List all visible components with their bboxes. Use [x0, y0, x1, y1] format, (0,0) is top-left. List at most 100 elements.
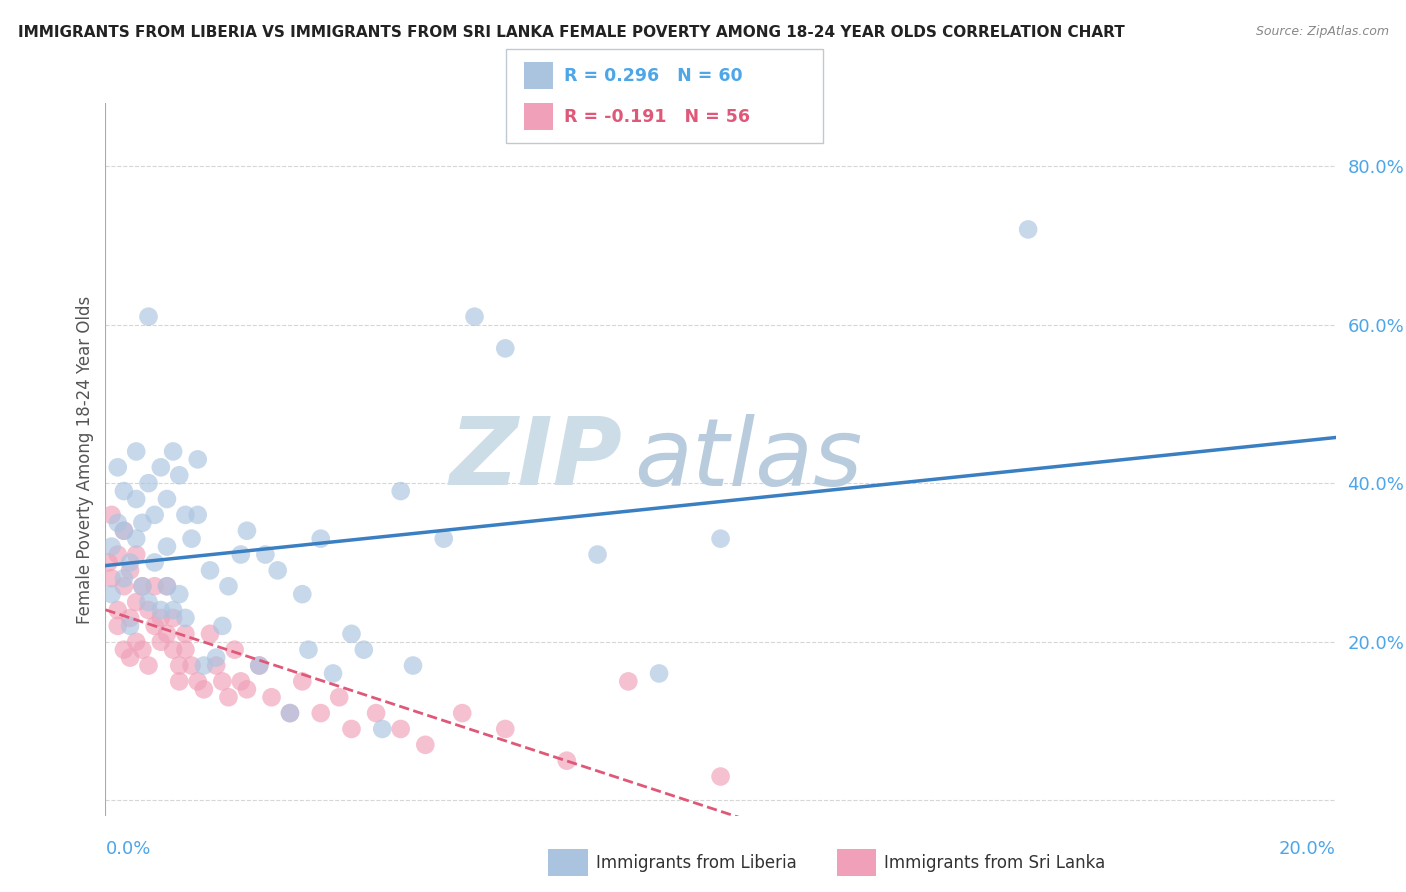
Point: [169, 674, 191, 689]
Point: [254, 548, 277, 562]
Point: [218, 690, 240, 705]
Point: [162, 642, 184, 657]
Point: [328, 690, 350, 705]
Text: atlas: atlas: [634, 414, 863, 505]
Point: [353, 642, 375, 657]
Point: [366, 706, 388, 720]
Point: [143, 508, 166, 522]
Point: [218, 579, 240, 593]
Text: IMMIGRANTS FROM LIBERIA VS IMMIGRANTS FROM SRI LANKA FEMALE POVERTY AMONG 18-24 : IMMIGRANTS FROM LIBERIA VS IMMIGRANTS FR…: [18, 25, 1125, 40]
Point: [149, 603, 172, 617]
Point: [156, 579, 179, 593]
Point: [260, 690, 283, 705]
Point: [107, 516, 129, 530]
Point: [156, 491, 179, 506]
Point: [120, 611, 141, 625]
Point: [236, 682, 259, 697]
Point: [169, 587, 191, 601]
Point: [371, 722, 394, 736]
Point: [617, 674, 640, 689]
Point: [162, 444, 184, 458]
Point: [180, 658, 202, 673]
Text: Immigrants from Liberia: Immigrants from Liberia: [596, 854, 797, 871]
Point: [162, 611, 184, 625]
Point: [100, 587, 122, 601]
Point: [174, 627, 197, 641]
Point: [125, 548, 148, 562]
Point: [112, 579, 135, 593]
Point: [143, 579, 166, 593]
Point: [402, 658, 425, 673]
Point: [297, 642, 319, 657]
Point: [278, 706, 301, 720]
Point: [278, 706, 301, 720]
Point: [120, 563, 141, 577]
Point: [389, 722, 412, 736]
Point: [156, 540, 179, 554]
Point: [125, 491, 148, 506]
Point: [205, 650, 228, 665]
Point: [97, 556, 120, 570]
Point: [193, 682, 215, 697]
Point: [138, 310, 160, 324]
Point: [125, 532, 148, 546]
Point: [174, 611, 197, 625]
Point: [211, 619, 233, 633]
Point: [187, 674, 209, 689]
Point: [138, 476, 160, 491]
Point: [205, 658, 228, 673]
Point: [125, 444, 148, 458]
Point: [494, 722, 516, 736]
Point: [107, 603, 129, 617]
Point: [247, 658, 270, 673]
Point: [267, 563, 290, 577]
Point: [125, 595, 148, 609]
Point: [120, 556, 141, 570]
Point: [100, 571, 122, 585]
Point: [229, 548, 252, 562]
Point: [162, 603, 184, 617]
Point: [340, 722, 363, 736]
Point: [451, 706, 474, 720]
Point: [112, 524, 135, 538]
Point: [291, 587, 314, 601]
Point: [138, 595, 160, 609]
Point: [1017, 222, 1039, 236]
Point: [198, 627, 221, 641]
Point: [107, 619, 129, 633]
Point: [198, 563, 221, 577]
Point: [112, 524, 135, 538]
Text: R = -0.191   N = 56: R = -0.191 N = 56: [564, 108, 749, 126]
Point: [143, 619, 166, 633]
Point: [120, 650, 141, 665]
Point: [309, 706, 332, 720]
Point: [112, 484, 135, 499]
Point: [120, 619, 141, 633]
Point: [236, 524, 259, 538]
Text: 20.0%: 20.0%: [1279, 840, 1336, 858]
Text: Immigrants from Sri Lanka: Immigrants from Sri Lanka: [884, 854, 1105, 871]
Point: [107, 548, 129, 562]
Point: [555, 754, 578, 768]
Point: [464, 310, 486, 324]
Text: 0.0%: 0.0%: [105, 840, 150, 858]
Point: [169, 468, 191, 483]
Point: [112, 642, 135, 657]
Point: [187, 452, 209, 467]
Point: [309, 532, 332, 546]
Point: [112, 571, 135, 585]
Point: [174, 508, 197, 522]
Point: [415, 738, 437, 752]
Point: [100, 508, 122, 522]
Point: [187, 508, 209, 522]
Point: [247, 658, 270, 673]
Point: [138, 658, 160, 673]
Point: [107, 460, 129, 475]
Point: [193, 658, 215, 673]
Point: [149, 611, 172, 625]
Point: [710, 532, 733, 546]
Point: [211, 674, 233, 689]
Point: [131, 579, 153, 593]
Point: [224, 642, 246, 657]
Point: [131, 516, 153, 530]
